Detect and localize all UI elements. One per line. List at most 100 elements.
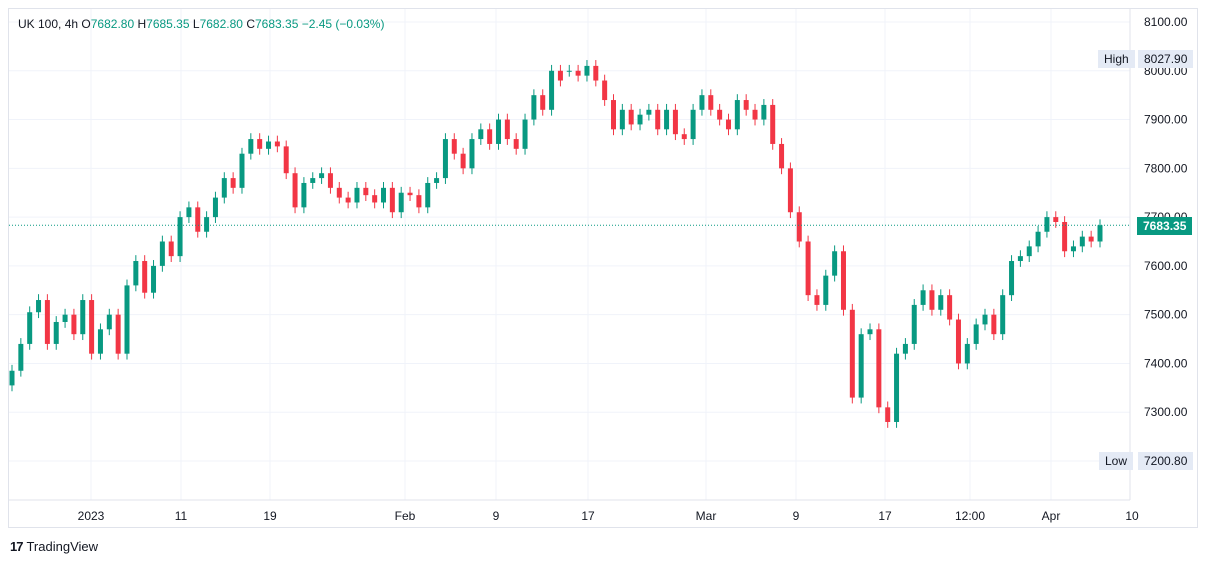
legend-change: −2.45 (−0.03%) bbox=[301, 17, 385, 31]
candle bbox=[743, 94, 749, 116]
candle bbox=[1053, 211, 1059, 228]
candle bbox=[655, 103, 661, 136]
high-marker-value: 8027.90 bbox=[1138, 50, 1194, 68]
x-tick-label: 11 bbox=[175, 509, 188, 523]
candle bbox=[266, 135, 272, 155]
tradingview-brand[interactable]: 17 TradingView bbox=[10, 539, 98, 554]
candle bbox=[1079, 230, 1085, 253]
candle bbox=[752, 103, 758, 126]
legend-open-key: O bbox=[81, 17, 91, 31]
candle bbox=[531, 89, 537, 126]
candle bbox=[540, 89, 546, 116]
legend-symbol: UK 100, bbox=[18, 17, 62, 31]
candle bbox=[991, 308, 997, 341]
candle bbox=[71, 308, 77, 341]
candle bbox=[292, 167, 298, 214]
candle bbox=[593, 60, 599, 87]
candle bbox=[80, 294, 86, 341]
candle bbox=[248, 133, 254, 160]
candle bbox=[204, 211, 210, 238]
tradingview-logo-icon: 17 bbox=[10, 539, 24, 554]
candle bbox=[151, 260, 157, 299]
candle bbox=[1035, 225, 1041, 253]
candle bbox=[363, 181, 369, 202]
candle bbox=[239, 147, 245, 194]
candle bbox=[487, 123, 493, 150]
x-tick-label: 17 bbox=[581, 509, 595, 523]
candle bbox=[159, 235, 165, 272]
high-marker-label: High bbox=[1098, 50, 1135, 68]
candle bbox=[319, 167, 325, 184]
x-tick-label: Feb bbox=[395, 509, 416, 523]
candle bbox=[460, 147, 466, 175]
candle bbox=[894, 347, 900, 428]
candle bbox=[124, 279, 130, 360]
candle bbox=[628, 103, 634, 131]
candle bbox=[725, 113, 731, 136]
candle bbox=[372, 189, 378, 209]
candle bbox=[1000, 289, 1006, 341]
candle bbox=[18, 338, 24, 377]
candle bbox=[195, 201, 201, 238]
candle bbox=[858, 328, 864, 404]
candle bbox=[717, 103, 723, 126]
candle bbox=[36, 294, 42, 319]
low-marker-label: Low bbox=[1099, 452, 1134, 470]
candle bbox=[177, 211, 183, 262]
candle bbox=[787, 162, 793, 219]
candle bbox=[672, 103, 678, 141]
candle bbox=[690, 103, 696, 145]
candle bbox=[62, 308, 68, 328]
candle bbox=[832, 245, 838, 282]
candle bbox=[973, 318, 979, 350]
candle bbox=[982, 308, 988, 331]
y-tick-label: 7500.00 bbox=[1144, 308, 1188, 322]
candle bbox=[44, 294, 50, 350]
y-tick-label: 8100.00 bbox=[1144, 15, 1188, 29]
candle bbox=[761, 99, 767, 126]
candle bbox=[9, 364, 15, 392]
candle bbox=[142, 255, 148, 299]
candle bbox=[681, 128, 687, 145]
candle bbox=[274, 135, 280, 153]
x-tick-label: 17 bbox=[878, 509, 892, 523]
candle bbox=[89, 294, 95, 360]
legend-low: 7682.80 bbox=[199, 17, 243, 31]
y-tick-label: 7300.00 bbox=[1144, 405, 1188, 419]
candle bbox=[549, 64, 555, 116]
candle bbox=[442, 133, 448, 184]
candle bbox=[97, 323, 103, 360]
candle bbox=[770, 99, 776, 150]
candle bbox=[955, 313, 961, 370]
candle bbox=[1044, 211, 1050, 238]
candle bbox=[964, 338, 970, 370]
candle bbox=[283, 140, 289, 180]
ohlc-legend: UK 100, 4h O7682.80 H7685.35 L7682.80 C7… bbox=[18, 17, 384, 31]
candle bbox=[513, 133, 519, 155]
candle bbox=[230, 172, 236, 194]
candle bbox=[301, 177, 307, 214]
candle bbox=[212, 191, 218, 223]
candle bbox=[734, 94, 740, 136]
chart-frame bbox=[8, 8, 1198, 528]
candle bbox=[168, 235, 174, 262]
x-tick-label: Mar bbox=[696, 509, 717, 523]
candle bbox=[389, 181, 395, 219]
candle bbox=[557, 64, 563, 87]
candle bbox=[610, 94, 616, 136]
candle bbox=[310, 172, 316, 189]
x-tick-label: 9 bbox=[493, 509, 500, 523]
candle bbox=[496, 113, 502, 150]
candle bbox=[902, 338, 908, 360]
x-tick-label: 12:00 bbox=[955, 509, 985, 523]
x-tick-label: 19 bbox=[263, 509, 277, 523]
low-marker-value: 7200.80 bbox=[1138, 452, 1194, 470]
candle bbox=[1088, 230, 1094, 248]
candle bbox=[823, 269, 829, 311]
legend-close-key: C bbox=[246, 17, 255, 31]
candle bbox=[885, 401, 891, 428]
candle bbox=[257, 133, 263, 155]
legend-open: 7682.80 bbox=[90, 17, 135, 31]
candle bbox=[469, 133, 475, 175]
